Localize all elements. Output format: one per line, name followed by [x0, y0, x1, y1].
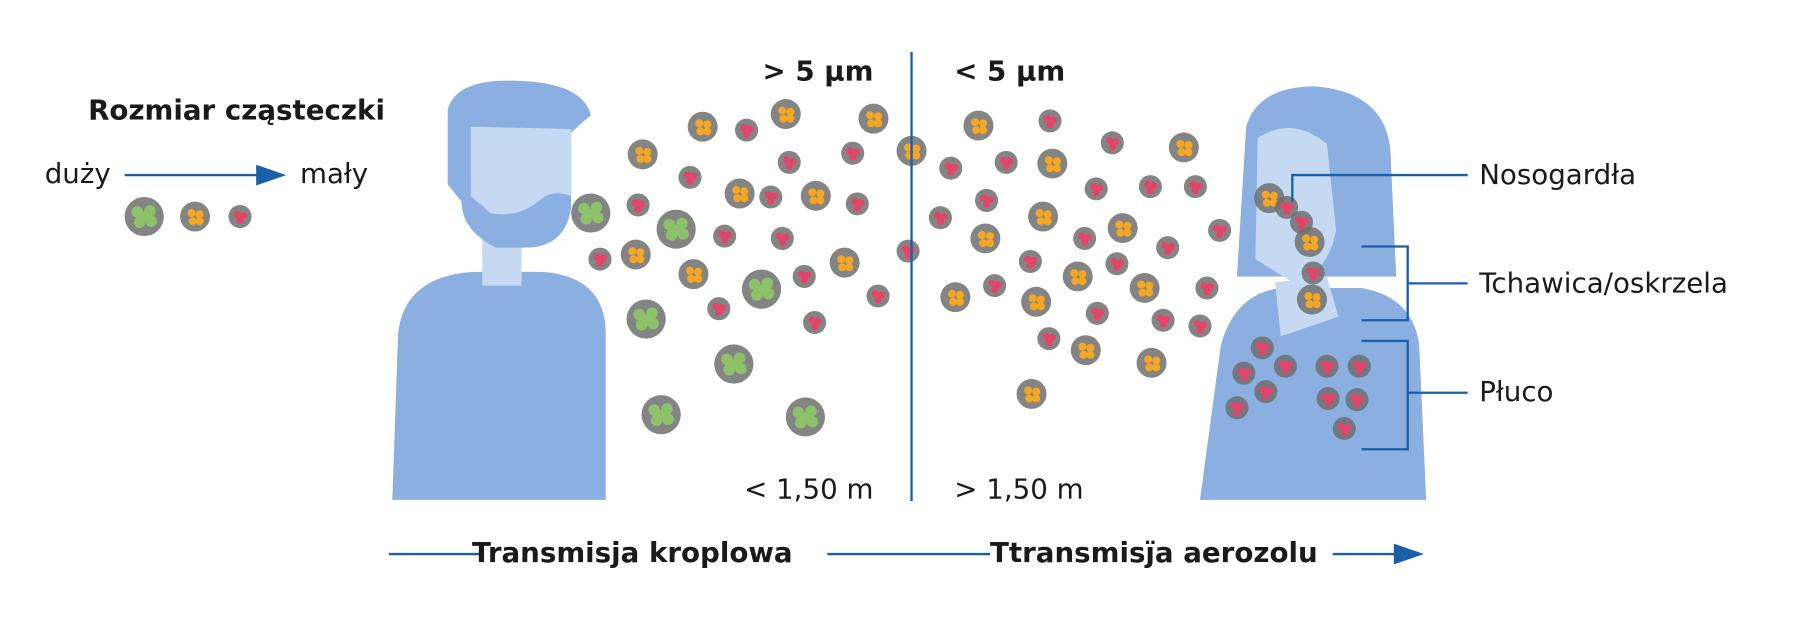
particle: [1136, 347, 1167, 378]
particle: [1129, 272, 1160, 303]
particle: [1018, 249, 1042, 273]
particle: [627, 139, 658, 170]
particle: [970, 223, 1001, 254]
particle: [124, 196, 164, 237]
particle: [1188, 314, 1212, 338]
legend-large: duży: [45, 157, 111, 190]
particle: [741, 269, 782, 309]
transmission-label: Transmisja kroplowa: [472, 536, 793, 569]
particle: [1296, 284, 1327, 315]
anatomy-label: Tchawica/oskrzela: [1478, 267, 1728, 300]
particle: [866, 284, 890, 308]
particle: [1021, 286, 1052, 317]
particle: [1105, 252, 1129, 276]
particle: [1254, 380, 1278, 404]
particle: [1316, 387, 1340, 411]
particle: [841, 141, 865, 165]
particle: [1195, 276, 1219, 300]
particle: [714, 344, 754, 384]
size-label: > 5 µm: [763, 55, 874, 88]
particle: [1183, 175, 1207, 199]
particle: [994, 150, 1018, 174]
particle: [928, 206, 952, 230]
particle: [770, 99, 801, 130]
particle: [620, 239, 651, 270]
distance-label: > 1,50 m: [954, 473, 1083, 506]
particle: [1085, 301, 1109, 325]
particle: [1138, 175, 1162, 199]
particle: [1107, 213, 1138, 244]
particle: [1084, 177, 1108, 201]
particle: [1038, 109, 1062, 133]
particle: [777, 150, 801, 174]
anatomy-label: Nosogardła: [1479, 158, 1636, 191]
particle: [770, 226, 794, 250]
particle: [678, 165, 702, 189]
particle: [735, 118, 759, 142]
particle: [626, 193, 650, 217]
particle: [1273, 354, 1297, 378]
particle: [724, 178, 755, 209]
particle: [228, 205, 252, 229]
speaker-figure: [392, 80, 606, 500]
particle: [180, 201, 210, 232]
particle: [1037, 327, 1061, 351]
anatomy-label: Płuco: [1479, 375, 1553, 408]
particle: [626, 299, 666, 339]
callout-lines: [124, 173, 1468, 556]
particle: [1332, 416, 1356, 441]
particle: [1151, 308, 1175, 332]
particle: [1156, 236, 1180, 260]
particle: [1301, 261, 1325, 285]
particle: [713, 224, 737, 248]
particle: [1250, 336, 1274, 360]
particle: [1347, 354, 1371, 378]
particle: [845, 192, 869, 216]
particle: [1232, 361, 1256, 385]
particle: [641, 395, 681, 435]
particle: [678, 259, 709, 290]
particle: [1225, 396, 1249, 420]
particle: [571, 193, 611, 233]
particle: [656, 209, 696, 249]
particle: [687, 111, 718, 142]
transmission-label: Ttransmisj̈a aerozolu: [990, 536, 1318, 569]
particle: [1208, 218, 1232, 242]
particle: [707, 297, 731, 321]
particles: [124, 99, 1371, 441]
particle: [858, 103, 889, 134]
particle: [1345, 388, 1369, 412]
particle: [1028, 201, 1059, 232]
particle: [785, 397, 825, 437]
particle: [963, 110, 994, 141]
particle: [1016, 378, 1047, 409]
particle: [1315, 354, 1339, 378]
particle: [803, 311, 827, 335]
particle: [983, 274, 1007, 298]
particle: [1100, 131, 1124, 155]
legend-title: Rozmiar cząsteczki: [88, 94, 385, 127]
particle: [1070, 335, 1101, 366]
particle: [940, 282, 971, 313]
particle: [1168, 132, 1199, 163]
particle: [800, 180, 831, 211]
particle: [792, 264, 816, 288]
particle: [1037, 148, 1068, 179]
legend-small: mały: [300, 157, 368, 190]
size-label: < 5 µm: [954, 55, 1065, 88]
particle: [588, 247, 612, 271]
particle: [1290, 210, 1314, 234]
particle: [896, 239, 920, 263]
particle: [1062, 261, 1093, 292]
distance-label: < 1,50 m: [744, 473, 873, 506]
particle: [829, 247, 860, 278]
particle: [759, 185, 783, 209]
particle: [1073, 226, 1097, 250]
particle: [939, 156, 963, 180]
particle: [975, 188, 999, 212]
